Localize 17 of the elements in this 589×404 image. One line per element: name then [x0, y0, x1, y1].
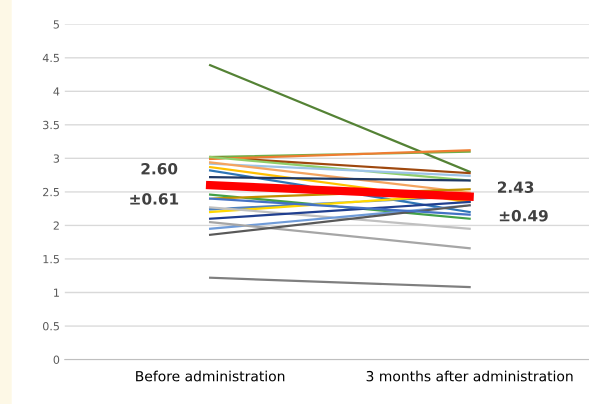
y-tick-label: 3 [54, 154, 60, 163]
y-tick-label: 1 [54, 288, 59, 297]
annotation: 2.43 [498, 181, 534, 193]
annotation: ±0.61 [130, 193, 178, 205]
annotation: 2.60 [142, 162, 178, 175]
y-tick-label: 2 [54, 221, 59, 230]
x-tick-label: Before administration [136, 370, 284, 382]
y-tick-label: 4 [53, 87, 60, 96]
y-tick-label: 3.5 [43, 120, 59, 130]
y-tick-label: 1.5 [43, 255, 59, 264]
y-tick-label: 4.5 [42, 54, 59, 62]
annotation: ±0.49 [500, 210, 548, 222]
y-tick-label: 0.5 [42, 322, 59, 330]
y-tick-label: 2.5 [43, 188, 59, 196]
x-tick-label: 3 months after administration [366, 370, 573, 382]
y-tick-label: 0 [54, 356, 60, 364]
y-tick-label: 5 [54, 20, 59, 29]
